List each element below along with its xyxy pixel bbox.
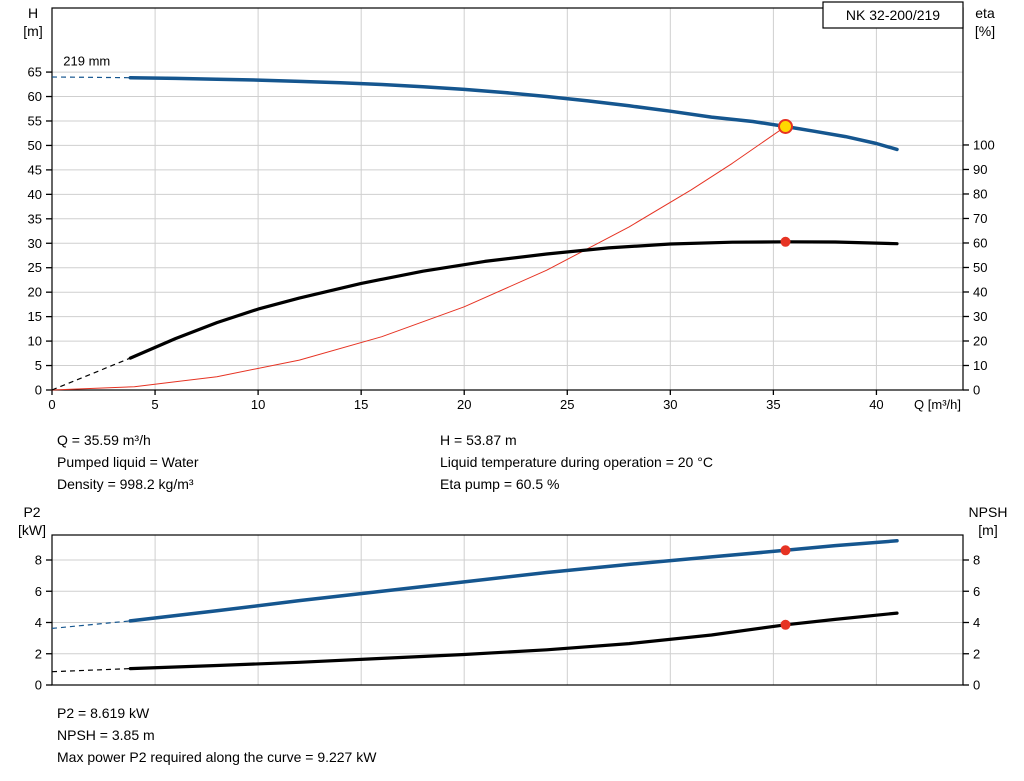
- efficiency-curve: [128, 240, 899, 360]
- tick-label-left: 25: [28, 260, 42, 275]
- tick-label-right: 30: [973, 309, 987, 324]
- tick-label-x: 20: [457, 397, 471, 412]
- tick-label-right: 0: [973, 383, 980, 398]
- tick-label-right: 20: [973, 333, 987, 348]
- info-max-power: Max power P2 required along the curve = …: [57, 749, 377, 765]
- tick-label-right: 40: [973, 284, 987, 299]
- tick-label-left: 35: [28, 211, 42, 226]
- hq-eta-chart: 0510152025303540455055606501020304050607…: [23, 1, 995, 412]
- duty-info-left-column: Q = 35.59 m³/h Pumped liquid = Water Den…: [57, 429, 440, 495]
- tick-label-right: 50: [973, 260, 987, 275]
- p2-curve-dashed-lead: [51, 620, 131, 629]
- tick-label-right: 8: [973, 553, 980, 568]
- info-eta-pump: Eta pump = 60.5 %: [440, 476, 560, 492]
- plot-border: [51, 534, 964, 686]
- npsh-curve-dashed-lead: [51, 668, 131, 673]
- impeller-size-label: 219 mm: [63, 54, 110, 69]
- tick-label-right: 70: [973, 211, 987, 226]
- tick-label-left: 5: [35, 358, 42, 373]
- tick-label-right: 0: [973, 678, 980, 693]
- npsh-curve: [128, 611, 899, 671]
- tick-label-right: 6: [973, 584, 980, 599]
- left-axis-label: P2: [23, 504, 40, 520]
- info-density: Density = 998.2 kg/m³: [57, 476, 194, 492]
- info-liquid-temperature: Liquid temperature during operation = 20…: [440, 454, 713, 470]
- duty-point-info: Q = 35.59 m³/h Pumped liquid = Water Den…: [57, 429, 713, 495]
- tick-label-right: 10: [973, 358, 987, 373]
- tick-label-left: 40: [28, 187, 42, 202]
- power-npsh-info: P2 = 8.619 kW NPSH = 3.85 m Max power P2…: [57, 702, 376, 768]
- tick-label-left: 50: [28, 138, 42, 153]
- info-npsh: NPSH = 3.85 m: [57, 727, 155, 743]
- tick-label-left: 2: [35, 646, 42, 661]
- info-head: H = 53.87 m: [440, 432, 517, 448]
- plot-border: [51, 7, 964, 391]
- tick-label-left: 60: [28, 89, 42, 104]
- tick-label-left: 15: [28, 309, 42, 324]
- head-curve: [128, 75, 899, 152]
- efficiency-point[interactable]: [780, 236, 791, 247]
- tick-label-left: 10: [28, 334, 42, 349]
- info-flow: Q = 35.59 m³/h: [57, 432, 151, 448]
- tick-label-left: 0: [35, 383, 42, 398]
- right-axis-label: [%]: [975, 23, 995, 39]
- p2-point[interactable]: [780, 545, 791, 556]
- tick-label-x: 40: [869, 397, 883, 412]
- p2-npsh-chart: 0 2 4 6 8 0 2 4 6 8 P2 [kW] NPSH [m]: [18, 504, 1008, 693]
- tick-label-x: 35: [766, 397, 780, 412]
- pump-model-box: [822, 1, 964, 29]
- p2-curve: [128, 539, 899, 623]
- right-axis-label: NPSH: [969, 504, 1008, 520]
- duty-info-right-column: H = 53.87 m Liquid temperature during op…: [440, 429, 713, 495]
- tick-label-right: 4: [973, 615, 980, 630]
- tick-label-left: 8: [35, 553, 42, 568]
- right-axis-label: eta: [975, 5, 995, 21]
- tick-label-left: 55: [28, 113, 42, 128]
- tick-label-left: 30: [28, 236, 42, 251]
- x-axis-label: Q [m³/h]: [914, 397, 961, 412]
- efficiency-curve-dashed-lead: [51, 357, 131, 391]
- tick-label-x: 15: [354, 397, 368, 412]
- left-axis-label: [m]: [23, 23, 42, 39]
- npsh-point[interactable]: [780, 619, 791, 630]
- tick-label-x: 10: [251, 397, 265, 412]
- tick-label-left: 20: [28, 285, 42, 300]
- tick-label-left: 0: [35, 678, 42, 693]
- info-pumped-liquid: Pumped liquid = Water: [57, 454, 199, 470]
- pump-model-label: NK 32-200/219: [846, 7, 940, 23]
- tick-label-left: 4: [35, 615, 42, 630]
- tick-label-right: 2: [973, 646, 980, 661]
- tick-label-x: 5: [151, 397, 158, 412]
- right-axis-label: [m]: [978, 522, 997, 538]
- left-axis-label: H: [28, 5, 38, 21]
- info-p2: P2 = 8.619 kW: [57, 705, 150, 721]
- tick-label-x: 25: [560, 397, 574, 412]
- tick-label-right: 100: [973, 137, 995, 152]
- tick-label-left: 65: [28, 65, 42, 80]
- tick-label-left: 6: [35, 584, 42, 599]
- tick-label-x: 0: [48, 397, 55, 412]
- left-axis-label: [kW]: [18, 522, 46, 538]
- system-curve: [51, 126, 786, 391]
- tick-label-left: 45: [28, 162, 42, 177]
- head-curve-dashed-lead: [51, 76, 131, 79]
- tick-label-right: 90: [973, 162, 987, 177]
- duty-point[interactable]: [778, 119, 793, 134]
- tick-label-right: 60: [973, 235, 987, 250]
- tick-label-right: 80: [973, 186, 987, 201]
- tick-label-x: 30: [663, 397, 677, 412]
